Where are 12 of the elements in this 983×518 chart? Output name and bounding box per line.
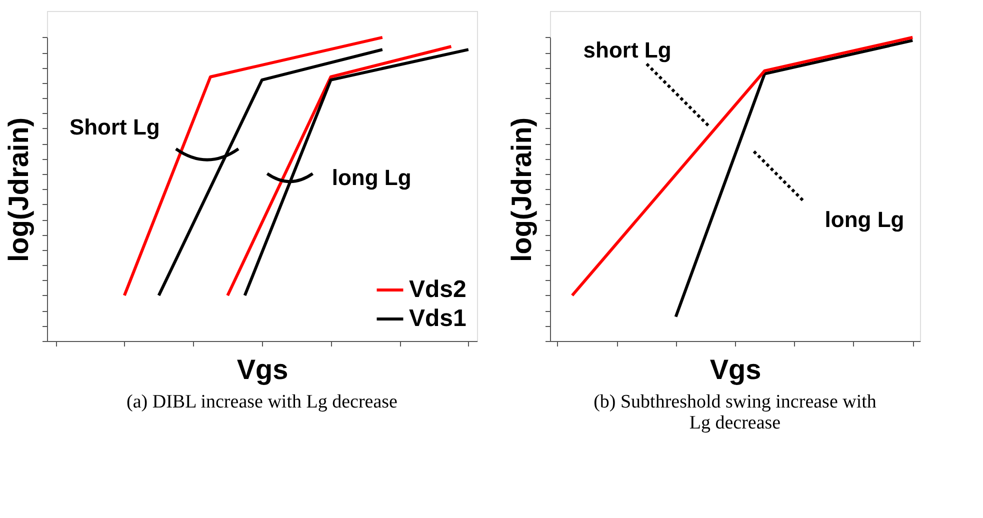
y-axis-title: log(Jdrain) bbox=[3, 117, 34, 262]
annotation: short Lg bbox=[583, 38, 672, 63]
x-axis-title: Vgs bbox=[236, 354, 288, 385]
annotation: Short Lg bbox=[69, 114, 160, 140]
text: (a) DIBL increase with Lg decrease bbox=[126, 392, 398, 412]
legend-label: Vds1 bbox=[409, 305, 466, 332]
annotation: long Lg bbox=[332, 165, 412, 190]
legend-label: Vds2 bbox=[409, 276, 466, 303]
annotation: long Lg bbox=[824, 207, 904, 232]
y-axis-title: log(Jdrain) bbox=[506, 117, 537, 262]
text: (b) Subthreshold swing increase with Lg decrease bbox=[594, 392, 877, 434]
x-axis-title: Vgs bbox=[710, 354, 762, 385]
